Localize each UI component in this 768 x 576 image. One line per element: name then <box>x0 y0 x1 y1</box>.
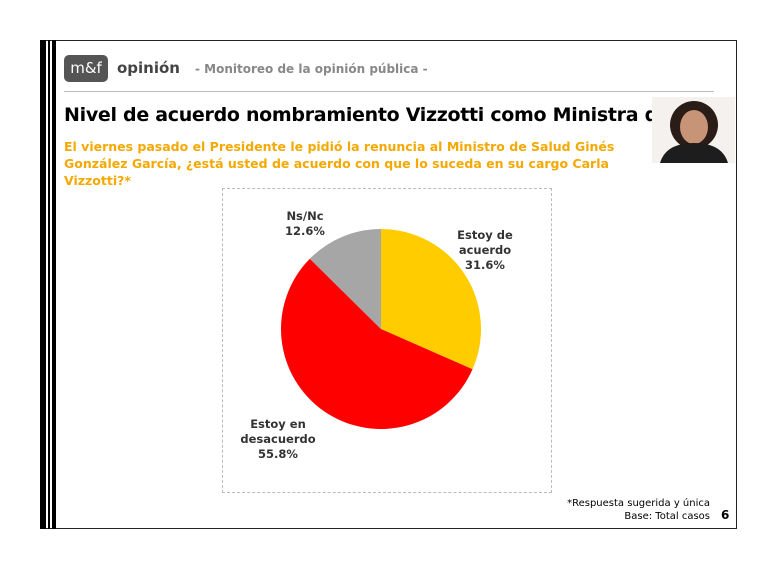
footnote: Base: Total casos <box>624 511 710 522</box>
slice-label: Ns/Nc 12.6% <box>267 209 343 239</box>
question: El viernes pasado el Presidente le pidió… <box>64 139 615 188</box>
pie-slice <box>381 229 481 370</box>
category-label: Estoy en desacuerdo <box>240 417 316 446</box>
slice-label: Estoy de acuerdo 31.6% <box>447 228 523 273</box>
title: Nivel de acuerdo nombramiento Vizzotti c… <box>64 104 736 126</box>
logo: m&f <box>64 55 108 82</box>
stripe <box>48 40 50 529</box>
pie-slice <box>309 229 381 329</box>
stripe <box>40 40 46 529</box>
photo <box>652 97 735 163</box>
category-label: Estoy de acuerdo <box>457 228 513 257</box>
brand: opinión <box>117 59 180 77</box>
divider <box>64 91 714 92</box>
value-label: 12.6% <box>285 224 325 238</box>
stripe <box>52 40 56 529</box>
value-label: 31.6% <box>465 258 505 272</box>
chart-box <box>222 188 552 493</box>
page-number: 6 <box>721 508 730 522</box>
slice-label: Estoy en desacuerdo 55.8% <box>240 417 316 462</box>
category-label: Ns/Nc <box>286 209 324 223</box>
pie-slice <box>281 258 473 429</box>
value-label: 55.8% <box>258 447 298 461</box>
tagline: - Monitoreo de la opinión pública - <box>195 62 428 76</box>
footnote: *Respuesta sugerida y única <box>567 498 710 509</box>
